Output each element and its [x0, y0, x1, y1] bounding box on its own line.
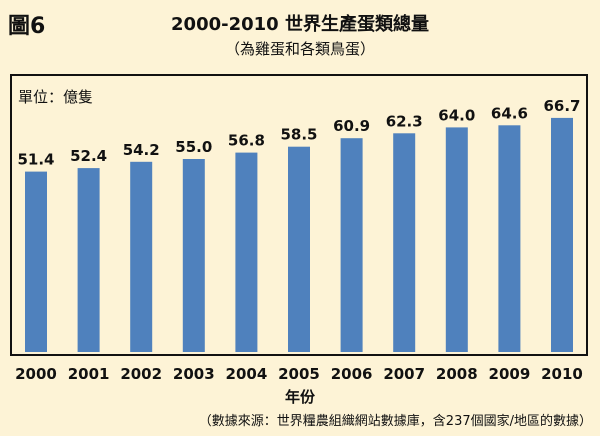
- x-tick-2003: 2003: [173, 365, 215, 383]
- bar-2002: [130, 161, 153, 352]
- data-label-2007: 62.3: [386, 112, 423, 130]
- bar-2000: [25, 171, 47, 352]
- bar-2001: [77, 168, 100, 352]
- data-label-2003: 55.0: [175, 138, 212, 156]
- x-tick-2001: 2001: [68, 365, 110, 383]
- data-label-2008: 64.0: [438, 106, 475, 124]
- x-tick-2008: 2008: [436, 365, 478, 383]
- data-label-2010: 66.7: [543, 97, 580, 115]
- x-tick-2005: 2005: [278, 365, 320, 383]
- bar-2008: [445, 127, 468, 353]
- bar-2007: [393, 133, 416, 352]
- data-label-2006: 60.9: [333, 117, 370, 135]
- chart-subtitle: （為雞蛋和各類鳥蛋）: [224, 40, 375, 58]
- bar-2009: [498, 125, 521, 352]
- x-tick-2000: 2000: [15, 365, 57, 383]
- x-tick-2006: 2006: [331, 365, 373, 383]
- data-label-2002: 54.2: [123, 141, 160, 159]
- bar-2003: [182, 159, 205, 352]
- x-axis-label: 年份: [284, 388, 315, 406]
- figure-label: 圖6: [8, 14, 46, 39]
- bar-2010: [551, 117, 573, 353]
- x-tick-2010: 2010: [541, 365, 583, 383]
- x-tick-2002: 2002: [120, 365, 162, 383]
- data-label-2001: 52.4: [70, 147, 107, 165]
- data-label-2000: 51.4: [17, 151, 54, 169]
- data-label-2009: 64.6: [491, 104, 528, 122]
- bar-2006: [340, 138, 363, 352]
- bar-2004: [235, 152, 258, 352]
- source-note: （數據來源：世界糧農組織網站數據庫，含237個國家/地區的數據）: [198, 414, 592, 429]
- x-tick-2004: 2004: [226, 365, 268, 383]
- chart-title: 2000-2010 世界生產蛋類總量: [171, 14, 429, 35]
- unit-label: 單位：億隻: [18, 88, 94, 106]
- bar-2005: [288, 146, 310, 352]
- x-tick-2009: 2009: [489, 365, 531, 383]
- data-label-2005: 58.5: [280, 126, 317, 144]
- x-tick-2007: 2007: [383, 365, 425, 383]
- data-label-2004: 56.8: [228, 132, 265, 150]
